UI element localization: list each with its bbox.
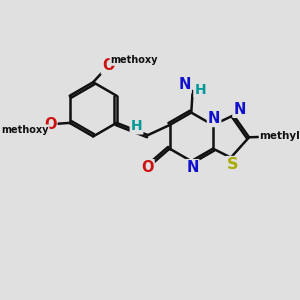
Text: methoxy: methoxy: [1, 125, 49, 135]
Text: N: N: [178, 77, 191, 92]
Text: H: H: [131, 119, 142, 134]
Text: methoxy: methoxy: [110, 55, 158, 65]
Text: H: H: [194, 82, 206, 97]
Text: S: S: [226, 157, 238, 172]
Text: N: N: [233, 102, 246, 117]
Text: N: N: [208, 111, 220, 126]
Text: methyl: methyl: [260, 131, 300, 141]
Text: O: O: [44, 117, 56, 132]
Text: N: N: [186, 160, 199, 175]
Text: O: O: [141, 160, 154, 175]
Text: O: O: [102, 58, 114, 74]
